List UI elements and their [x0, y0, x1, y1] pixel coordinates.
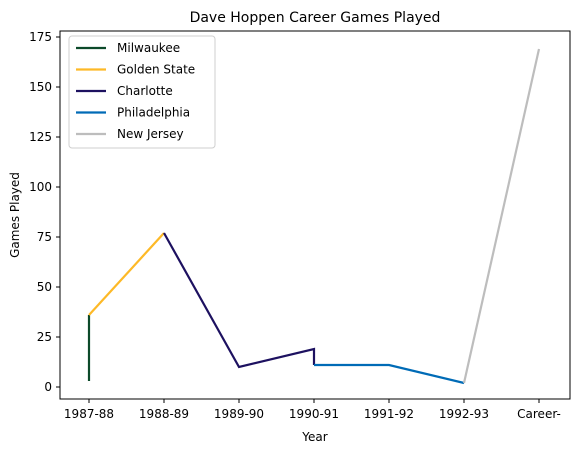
legend-label-3: Philadelphia: [117, 106, 190, 120]
legend-items: Milwaukee Golden State Charlotte Philadelph…: [76, 41, 195, 141]
y-tick-label-0: 0: [44, 380, 52, 394]
y-tick-label-6: 150: [29, 80, 52, 94]
x-tick-label-0: 1987-88: [64, 407, 114, 421]
y-tick-label-5: 125: [29, 130, 52, 144]
x-tick-label-3: 1990-91: [289, 407, 339, 421]
plot-area: [87, 48, 541, 385]
y-tick-label-1: 25: [37, 330, 52, 344]
legend-label-0: Milwaukee: [117, 41, 180, 55]
x-tick-label-1: 1988-89: [139, 407, 189, 421]
y-axis-label: Games Played: [8, 172, 22, 258]
series-line-1: [88, 232, 165, 316]
x-tick-label-5: 1992-93: [439, 407, 489, 421]
y-tick-label-7: 175: [29, 30, 52, 44]
series-line-2: [163, 232, 316, 369]
y-tick-label-4: 100: [29, 180, 52, 194]
legend-box: [68, 35, 216, 149]
legend: Milwaukee Golden State Charlotte Philadelph…: [68, 35, 216, 149]
x-axis: 1987-88 1988-89 1989-90 1990-91 1991-92 1992-…: [64, 399, 561, 421]
x-tick-label-4: 1991-92: [364, 407, 414, 421]
x-tick-label-2: 1989-90: [214, 407, 264, 421]
x-tick-label-6: Career-: [517, 407, 561, 421]
y-tick-label-2: 50: [37, 280, 52, 294]
y-axis: 0 25 50 75 100 125 150 175: [29, 30, 60, 394]
chart-title: Dave Hoppen Career Games Played: [190, 10, 441, 26]
legend-label-2: Charlotte: [117, 84, 173, 98]
x-axis-label: Year: [301, 430, 327, 444]
legend-label-4: New Jersey: [117, 127, 184, 141]
legend-label-1: Golden State: [117, 63, 195, 77]
series-line-4: [462, 48, 541, 384]
series-line-3: [314, 363, 465, 385]
axes-frame: [59, 30, 571, 400]
y-tick-label-3: 75: [37, 230, 52, 244]
